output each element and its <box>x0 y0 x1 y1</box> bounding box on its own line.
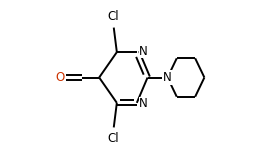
Text: Cl: Cl <box>107 132 119 145</box>
Text: Cl: Cl <box>107 10 119 23</box>
Text: N: N <box>139 97 148 110</box>
Text: O: O <box>55 71 65 84</box>
Text: N: N <box>163 71 172 84</box>
Text: N: N <box>139 45 148 58</box>
